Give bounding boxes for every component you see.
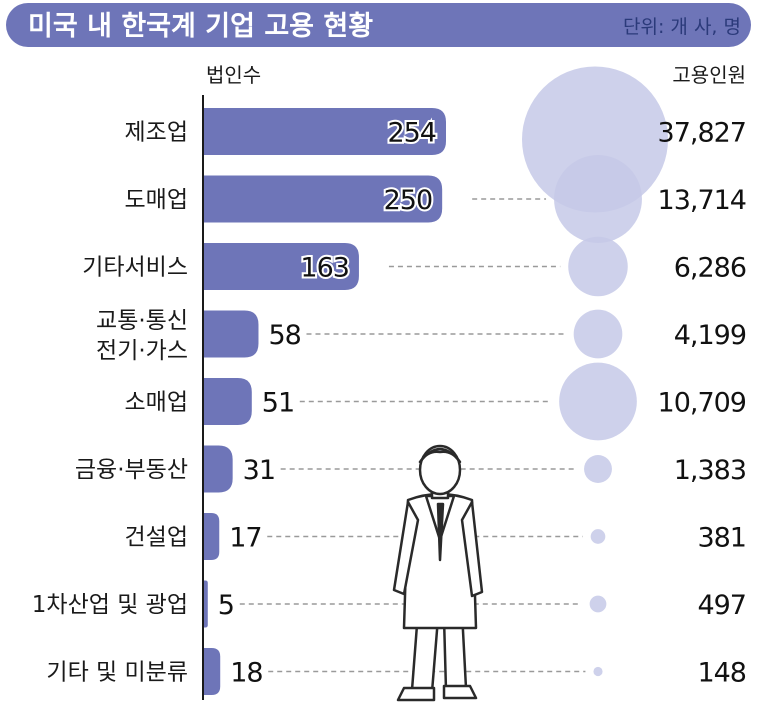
employee-bubble [554,155,642,243]
bar-layer [203,108,446,695]
corporation-value-label: 18 [230,658,262,689]
businessman-illustration [392,444,484,702]
employee-value-label: 1,383 [674,455,746,486]
corporation-value-label: 17 [229,523,261,554]
employee-bubble [590,529,606,544]
figure-part [418,447,462,464]
corporation-value-label: 58 [268,320,300,351]
employee-value-label: 148 [697,658,746,689]
bar-series-header: 법인수 [206,63,261,87]
employee-value-label: 13,714 [658,185,746,216]
category-label: 기타 및 미분류 [46,660,188,686]
figure-part [396,686,436,702]
figure-part [392,500,420,596]
category-label: 전기·가스 [96,338,188,364]
figure-part [418,444,462,496]
corporation-value-label: 51 [262,388,294,419]
corporation-bar [203,175,443,223]
corporation-bar [203,445,233,493]
corporation-value-label: 163 [300,253,349,284]
employee-value-label: 4,199 [674,320,746,351]
corporation-value-label: 5 [218,590,234,621]
employee-value-label: 497 [697,590,746,621]
category-label: 소매업 [125,390,188,416]
title-bar [6,3,751,47]
figure-part [460,500,484,598]
corporation-bar [203,513,220,560]
employee-value-label: 6,286 [674,253,746,284]
corporation-value-label: 250 [384,185,433,216]
unit-note: 단위: 개 사, 명 [623,16,741,38]
employee-bubble [584,455,612,483]
employee-value-label: 381 [697,523,746,554]
corporation-bar [203,243,359,290]
bubble-layer [522,66,668,677]
category-label: 금융·부동산 [75,457,188,483]
employee-bubble [589,595,607,613]
corporation-value-label: 254 [387,118,436,149]
figure-part [442,684,478,700]
employee-bubble [559,362,637,441]
employee-value-label: 10,709 [658,388,746,419]
category-label: 기타서비스 [82,255,188,281]
category-label: 건설업 [125,525,188,551]
corporation-bar [203,580,208,628]
chart-title: 미국 내 한국계 기업 고용 현황 [28,11,373,42]
employee-bubble [568,236,628,297]
employee-value-label: 37,827 [658,118,746,149]
employee-bubble [593,666,603,677]
corporation-bar [203,108,446,155]
category-label: 제조업 [125,120,188,146]
corporation-bar [203,310,259,358]
corporation-value-label: 31 [243,455,275,486]
label-layer: 254 제조업 37,827 250 도매업 13,714 163 기타서비스 6,286 58 교… [32,116,747,689]
category-label: 도매업 [125,187,188,213]
corporation-bar [203,648,221,695]
corporation-bar [203,378,252,425]
category-label: 1차산업 및 광업 [32,592,188,618]
category-label: 교통·통신 [96,308,188,334]
bubble-series-header: 고용인원 [672,63,746,87]
employee-bubble [573,309,623,359]
figure-part [436,502,445,562]
